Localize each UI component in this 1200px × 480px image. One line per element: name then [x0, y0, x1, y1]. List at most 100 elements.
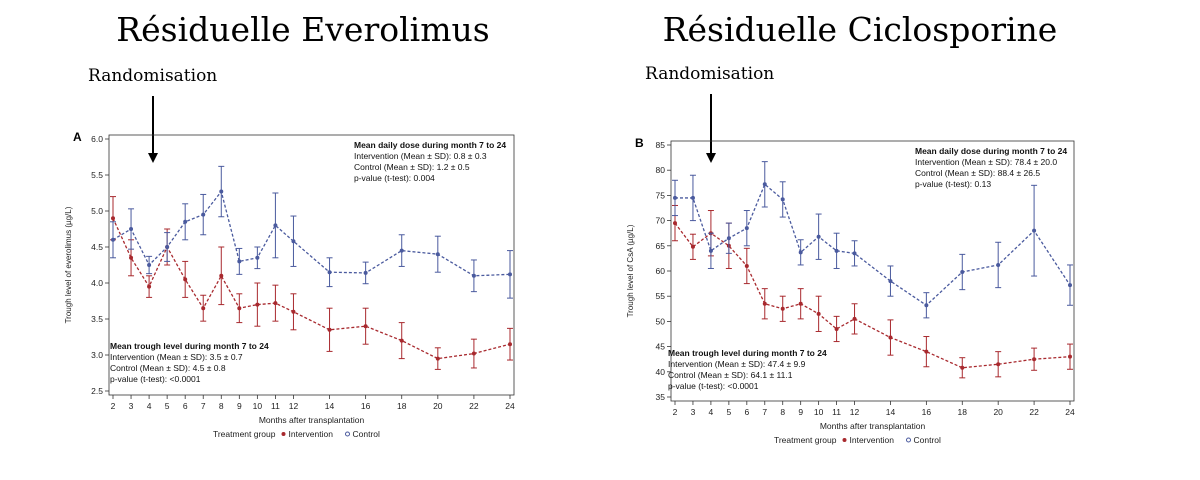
slide-title-everolimus: Résiduelle Everolimus [116, 10, 490, 49]
y-tick-label: 3.5 [91, 314, 103, 324]
y-tick-label: 60 [656, 266, 666, 276]
x-tick-label: 3 [129, 401, 134, 411]
x-tick-label: 5 [726, 407, 731, 417]
series-line-intervention [112, 217, 511, 360]
data-point-control [111, 237, 115, 242]
dose-box-line: Intervention (Mean ± SD): 78.4 ± 20.0 [915, 157, 1057, 167]
trough-box-line: Intervention (Mean ± SD): 3.5 ± 0.7 [110, 352, 243, 362]
data-point-control [798, 250, 803, 255]
randomisation-label-left: Randomisation [88, 66, 218, 86]
x-tick-label: 5 [165, 401, 170, 411]
slide-title-ciclosporine: Résiduelle Ciclosporine [662, 10, 1058, 49]
data-point-intervention [996, 362, 1001, 367]
data-point-intervention [960, 365, 965, 370]
y-tick-label: 5.5 [91, 170, 103, 180]
x-tick-label: 4 [147, 401, 152, 411]
x-tick-label: 8 [780, 407, 785, 417]
legend-label-intervention: Intervention [289, 429, 334, 439]
legend-swatch-intervention [281, 432, 286, 436]
x-tick-label: 18 [397, 401, 407, 411]
dose-box-line: p-value (t-test): 0.13 [915, 179, 991, 189]
data-point-control [129, 227, 134, 231]
panel-label: A [73, 130, 82, 144]
y-tick-label: 85 [656, 140, 666, 150]
y-tick-label: 4.5 [91, 242, 103, 252]
data-point-control [924, 303, 929, 308]
trough-box-line: p-value (t-test): <0.0001 [668, 381, 759, 391]
data-point-intervention [471, 351, 476, 356]
x-tick-label: 2 [673, 407, 678, 417]
data-point-control [708, 248, 713, 253]
y-tick-label: 70 [656, 216, 666, 226]
data-point-control [201, 212, 206, 217]
x-tick-label: 2 [111, 401, 116, 411]
data-point-control [273, 223, 278, 228]
data-point-control [219, 189, 224, 194]
data-point-intervention [291, 309, 296, 314]
data-point-control [726, 236, 731, 241]
data-point-intervention [111, 216, 115, 221]
data-point-control [147, 263, 152, 267]
data-point-control [1032, 228, 1037, 233]
data-point-intervention [888, 335, 893, 340]
data-point-intervention [834, 326, 839, 331]
legend-title: Treatment group [213, 429, 276, 439]
data-point-intervention [798, 301, 803, 306]
trough-box-line: Control (Mean ± SD): 4.5 ± 0.8 [110, 363, 226, 373]
y-tick-label: 3.0 [91, 350, 103, 360]
x-tick-label: 20 [433, 401, 443, 411]
data-point-intervention [816, 311, 821, 316]
y-axis-label: Trough level of everolimus (µg/L) [64, 206, 73, 323]
data-point-control [1068, 283, 1072, 288]
x-tick-label: 24 [1065, 407, 1075, 417]
data-point-intervention [327, 327, 332, 332]
trough-box-line: p-value (t-test): <0.0001 [110, 374, 201, 384]
x-tick-label: 24 [505, 401, 515, 411]
x-tick-label: 22 [1029, 407, 1039, 417]
data-point-control [291, 239, 296, 244]
y-tick-label: 50 [656, 316, 666, 326]
x-tick-label: 16 [361, 401, 371, 411]
series-line-intervention [674, 222, 1071, 369]
data-point-intervention [508, 342, 512, 347]
y-tick-label: 6.0 [91, 134, 103, 144]
x-tick-label: 4 [709, 407, 714, 417]
data-point-control [888, 279, 893, 284]
x-axis-label: Months after transplantation [820, 421, 926, 431]
x-tick-label: 8 [219, 401, 224, 411]
x-tick-label: 16 [922, 407, 932, 417]
y-tick-label: 75 [656, 190, 666, 200]
data-point-intervention [1068, 354, 1072, 359]
data-point-control [183, 219, 188, 224]
data-point-control [690, 195, 695, 200]
data-point-control [165, 245, 170, 249]
legend-swatch-intervention [842, 438, 847, 442]
data-point-control [471, 273, 476, 278]
y-tick-label: 2.5 [91, 386, 103, 396]
trough-box-title: Mean trough level during month 7 to 24 [110, 341, 269, 351]
data-point-control [327, 270, 332, 275]
y-tick-label: 4.0 [91, 278, 103, 288]
x-tick-label: 12 [289, 401, 299, 411]
x-tick-label: 14 [325, 401, 335, 411]
x-tick-label: 18 [958, 407, 968, 417]
x-tick-label: 9 [237, 401, 242, 411]
data-point-control [673, 195, 677, 200]
x-tick-label: 20 [993, 407, 1003, 417]
data-point-control [435, 252, 440, 257]
y-tick-label: 5.0 [91, 206, 103, 216]
legend-label-control: Control [914, 435, 942, 445]
data-point-control [780, 197, 785, 202]
data-point-intervention [924, 349, 929, 354]
data-point-control [834, 248, 839, 253]
y-tick-label: 35 [656, 392, 666, 402]
x-tick-label: 3 [691, 407, 696, 417]
dose-box-line: Intervention (Mean ± SD): 0.8 ± 0.3 [354, 151, 487, 161]
x-tick-label: 6 [183, 401, 188, 411]
data-point-intervention [690, 244, 695, 249]
data-point-intervention [852, 316, 857, 321]
data-point-intervention [399, 338, 404, 343]
data-point-control [363, 270, 368, 275]
data-point-intervention [237, 306, 242, 311]
